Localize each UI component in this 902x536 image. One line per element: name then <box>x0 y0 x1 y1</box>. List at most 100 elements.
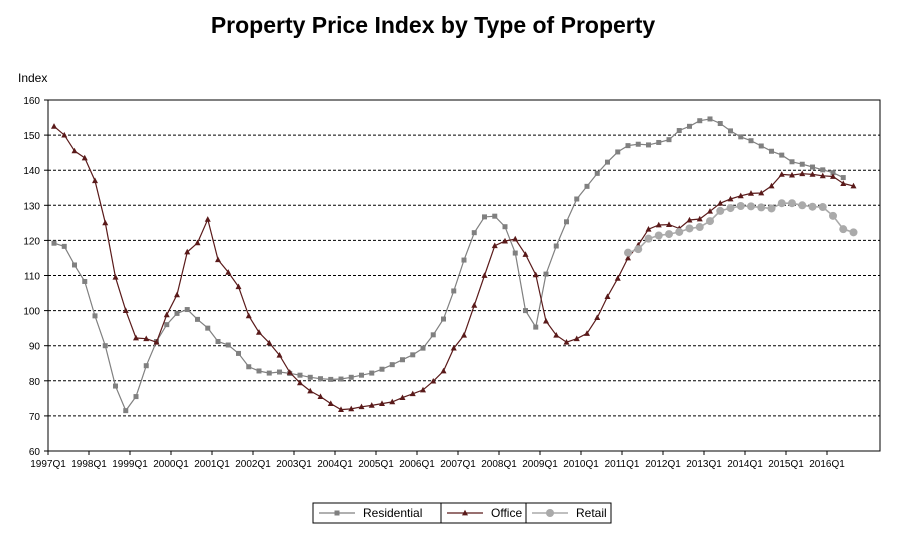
office-point <box>163 311 170 318</box>
office-point <box>543 317 549 324</box>
office-point <box>174 291 180 298</box>
y-tick-label: 130 <box>23 201 40 212</box>
office-point <box>553 331 560 338</box>
office-point <box>522 251 529 257</box>
residential-point <box>215 338 221 344</box>
retail-point <box>747 202 755 211</box>
residential-point <box>359 372 364 378</box>
residential-point <box>523 308 528 314</box>
x-tick-label: 2008Q1 <box>481 459 517 470</box>
office-point <box>717 199 724 206</box>
office-point <box>696 215 703 222</box>
residential-point <box>236 350 241 356</box>
residential-point <box>277 369 282 375</box>
residential-point <box>707 116 713 122</box>
retail-point <box>706 217 714 226</box>
x-tick-label: 2010Q1 <box>563 459 599 470</box>
office-point <box>276 351 283 358</box>
x-tick-label: 2003Q1 <box>276 459 312 470</box>
residential-point <box>51 240 57 246</box>
retail-point <box>818 203 827 212</box>
x-tick-label: 2004Q1 <box>317 459 353 470</box>
residential-point <box>184 307 190 313</box>
y-tick-label: 150 <box>23 131 40 142</box>
legend-swatch-marker <box>334 510 340 516</box>
residential-point <box>123 408 129 414</box>
office-point <box>809 171 816 177</box>
office-point <box>153 338 160 345</box>
residential-point <box>615 149 621 155</box>
residential-point <box>297 372 303 378</box>
office-point <box>655 221 662 228</box>
x-tick-label: 2012Q1 <box>645 459 681 470</box>
office-point <box>491 242 498 249</box>
office-point <box>379 400 385 407</box>
office-point <box>297 379 303 386</box>
residential-point <box>256 368 262 374</box>
office-point <box>666 221 672 228</box>
residential-point <box>564 219 569 225</box>
retail-point <box>788 199 796 208</box>
residential-point <box>502 224 508 230</box>
office-point <box>51 123 57 129</box>
office-point <box>430 377 437 384</box>
residential-point <box>769 148 774 154</box>
x-tick-label: 2002Q1 <box>235 459 271 470</box>
residential-point <box>318 376 323 382</box>
residential-point <box>482 214 487 220</box>
residential-point <box>246 364 252 370</box>
x-tick-label: 2001Q1 <box>194 459 230 470</box>
office-point <box>819 172 826 179</box>
residential-point <box>379 366 385 372</box>
residential-point <box>738 134 744 140</box>
office-point <box>748 190 754 196</box>
office-point <box>727 195 734 202</box>
retail-point <box>654 231 663 240</box>
residential-point <box>61 243 67 249</box>
office-point <box>143 335 150 342</box>
retail-point <box>839 225 848 234</box>
retail-point <box>757 203 766 212</box>
residential-point <box>687 123 692 129</box>
office-point <box>789 171 795 178</box>
residential-point <box>533 324 539 330</box>
office-point <box>850 182 857 189</box>
x-tick-label: 2000Q1 <box>153 459 189 470</box>
residential-point <box>697 118 703 124</box>
legend-swatch-marker <box>546 509 554 517</box>
retail-point <box>675 227 684 236</box>
residential-point <box>820 167 826 173</box>
x-axis: 1997Q1 1998Q1 1999Q1 2000Q1 2001Q1 2002Q1 2003… <box>30 451 845 470</box>
office-point <box>71 147 78 154</box>
y-axis: 60 70 80 90 100 110 120 130 140 150 160 <box>23 96 48 458</box>
residential-point <box>143 363 149 369</box>
office-point <box>133 334 139 341</box>
residential-point <box>605 159 610 165</box>
residential-point <box>461 257 467 263</box>
residential-point <box>635 141 641 147</box>
residential-point <box>666 137 672 143</box>
office-point <box>420 386 426 393</box>
office-point <box>645 225 652 232</box>
y-tick-label: 110 <box>24 272 40 283</box>
office-point <box>256 329 262 335</box>
office-point <box>266 339 273 346</box>
office-point <box>502 237 508 244</box>
legend-box <box>525 502 612 524</box>
residential-point <box>789 159 795 165</box>
series-residential <box>51 116 846 414</box>
residential-point <box>113 383 118 389</box>
y-tick-label: 140 <box>23 166 40 177</box>
residential-point <box>779 152 785 158</box>
office-point <box>737 192 744 199</box>
residential-point <box>717 121 723 127</box>
residential-point <box>410 352 416 358</box>
x-tick-label: 1999Q1 <box>112 459 148 470</box>
office-point <box>327 400 334 407</box>
office-point <box>778 171 785 177</box>
residential-point <box>625 143 631 149</box>
series-layer <box>51 116 858 414</box>
retail-point <box>634 245 643 254</box>
retail-point <box>798 201 807 210</box>
